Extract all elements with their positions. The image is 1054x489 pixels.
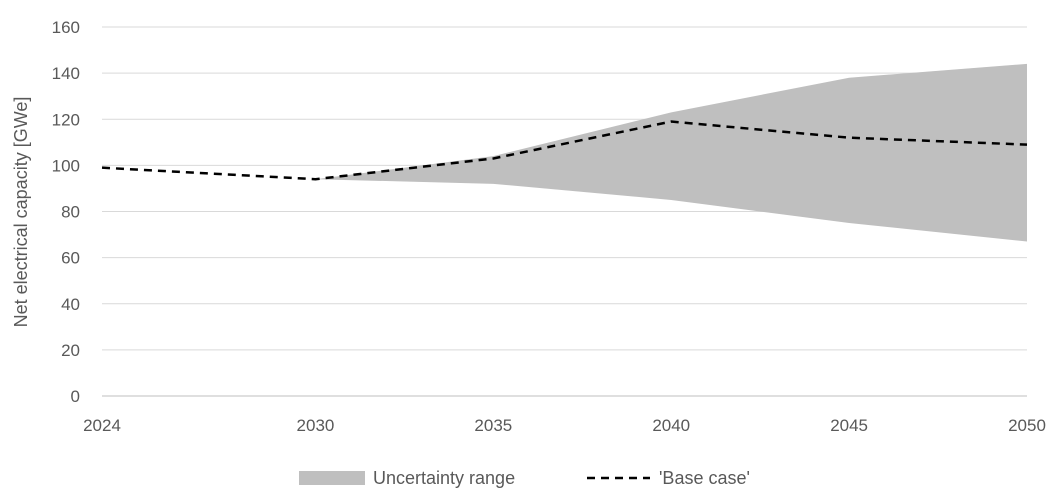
y-tick-label-40: 40 — [61, 295, 80, 314]
x-tick-label-2040: 2040 — [652, 416, 690, 435]
legend: Uncertainty range 'Base case' — [299, 468, 750, 488]
y-axis-title: Net electrical capacity [GWe] — [11, 97, 31, 328]
y-tick-label-60: 60 — [61, 249, 80, 268]
uncertainty-band-layer — [315, 63, 1027, 242]
y-tick-label-0: 0 — [71, 387, 80, 406]
base-case-line — [101, 120, 1028, 181]
y-tick-label-120: 120 — [52, 110, 80, 129]
x-tick-label-2024: 2024 — [83, 416, 121, 435]
legend-label-uncertainty: Uncertainty range — [373, 468, 515, 488]
y-tick-label-80: 80 — [61, 203, 80, 222]
base-case-line-layer — [101, 120, 1028, 181]
y-tick-label-20: 20 — [61, 341, 80, 360]
x-tick-label-2030: 2030 — [297, 416, 335, 435]
x-tick-label-2050: 2050 — [1008, 416, 1046, 435]
y-tick-label-160: 160 — [52, 18, 80, 37]
y-axis-tick-labels: 0 20 40 60 80 100 120 140 160 — [52, 18, 80, 406]
legend-label-base-case: 'Base case' — [659, 468, 750, 488]
x-axis-tick-labels: 2024 2030 2035 2040 2045 2050 — [83, 416, 1046, 435]
y-tick-label-140: 140 — [52, 64, 80, 83]
x-tick-label-2045: 2045 — [830, 416, 868, 435]
y-tick-label-100: 100 — [52, 156, 80, 175]
x-tick-label-2035: 2035 — [474, 416, 512, 435]
legend-swatch-uncertainty — [299, 471, 365, 485]
uncertainty-band — [315, 63, 1027, 242]
